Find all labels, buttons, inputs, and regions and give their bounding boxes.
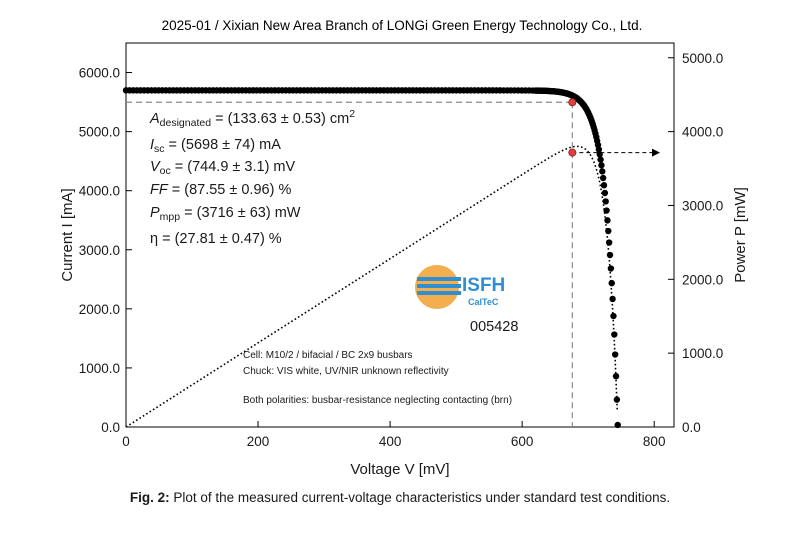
iv-point — [598, 162, 605, 169]
parameter-row: η = (27.81 ± 0.47) % — [150, 231, 282, 247]
caption-label: Fig. 2: — [129, 490, 170, 505]
x-tick-label: 0 — [122, 434, 130, 449]
y-tick-label: 0.0 — [101, 420, 120, 435]
iv-point — [597, 156, 604, 163]
iv-point — [605, 239, 613, 246]
parameter-superscript: 2 — [349, 108, 355, 120]
iv-point — [607, 265, 615, 272]
y-tick-label: 2000.0 — [79, 302, 120, 317]
x-axis-label: Voltage V [mV] — [350, 461, 449, 478]
iv-point — [605, 227, 612, 235]
note-line: Cell: M10/2 / bifacial / BC 2x9 busbars — [243, 350, 413, 361]
parameter-value: = (744.9 ± 3.1) mV — [171, 159, 296, 175]
parameter-value: = (3716 ± 63) mW — [180, 205, 301, 221]
logo-text: ISFH — [462, 275, 505, 296]
logo-subtext: CalTeC — [468, 297, 499, 307]
y-tick-label: 3000.0 — [79, 243, 120, 258]
plot-frame — [125, 42, 675, 428]
parameter-symbol: V — [150, 159, 161, 175]
x-tick-label: 400 — [379, 434, 402, 449]
mpp-current-marker — [568, 98, 577, 107]
parameter-symbol: η — [150, 231, 158, 247]
y2-axis-label: Power P [mW] — [732, 187, 749, 283]
parameter-row: FF = (87.55 ± 0.96) % — [150, 182, 291, 198]
iv-point — [614, 421, 621, 429]
parameter-row: Adesignated = (133.63 ± 0.53) cm2 — [149, 108, 355, 129]
y2-tick-label: 1000.0 — [682, 346, 723, 361]
power-axis-arrow — [652, 148, 660, 157]
caption-text: Plot of the measured current-voltage cha… — [173, 490, 671, 505]
iv-point — [596, 151, 603, 158]
parameter-row: Pmpp = (3716 ± 63) mW — [150, 205, 301, 223]
chart-title: 2025-01 / Xixian New Area Branch of LONG… — [162, 18, 643, 33]
y-tick-label: 6000.0 — [79, 66, 120, 81]
y2-tick-label: 4000.0 — [682, 125, 723, 140]
iv-point — [612, 372, 620, 380]
parameter-block: Adesignated = (133.63 ± 0.53) cm2 Isc = (… — [149, 108, 355, 247]
x-tick-label: 200 — [247, 434, 270, 449]
serial-number: 005428 — [470, 319, 518, 335]
parameter-value: = (133.63 ± 0.53) cm — [211, 111, 349, 127]
parameter-row: Voc = (744.9 ± 3.1) mV — [150, 159, 296, 177]
iv-point — [600, 182, 608, 189]
iv-point — [611, 351, 619, 358]
parameter-symbol: P — [150, 205, 160, 221]
iv-point — [608, 279, 615, 287]
parameter-subscript: oc — [160, 165, 171, 177]
iv-point — [603, 207, 610, 214]
parameter-symbol: A — [149, 111, 160, 127]
figure-caption: Fig. 2: Plot of the measured current-vol… — [0, 490, 800, 505]
iv-point — [599, 174, 607, 182]
logo-stripe-1 — [417, 277, 461, 281]
parameter-symbol: FF — [150, 182, 169, 198]
parameter-subscript: designated — [160, 117, 212, 129]
iv-point — [595, 146, 603, 153]
note-line: Both polarities: busbar-resistance negle… — [243, 395, 512, 406]
note-line: Chuck: VIS white, UV/NIR unknown reflect… — [243, 366, 449, 377]
y2-tick-label: 5000.0 — [682, 51, 723, 66]
iv-point — [602, 198, 609, 205]
iv-point — [611, 331, 618, 338]
iv-point — [609, 295, 616, 303]
parameter-value: = (87.55 ± 0.96) % — [168, 182, 292, 198]
logo-stripe-3 — [417, 291, 461, 295]
parameter-subscript: mpp — [160, 211, 181, 223]
iv-point — [601, 189, 609, 197]
parameter-symbol: I — [150, 137, 154, 153]
x-tick-label: 800 — [643, 434, 666, 449]
y2-tick-label: 3000.0 — [682, 198, 723, 213]
parameter-value: = (27.81 ± 0.47) % — [158, 231, 282, 247]
y2-tick-label: 0.0 — [682, 420, 701, 435]
iv-point — [599, 168, 606, 175]
parameter-subscript: sc — [154, 143, 165, 155]
y-axis-label: Current I [mA] — [59, 188, 76, 281]
iv-point — [604, 217, 611, 224]
parameter-value: = (5698 ± 74) mA — [165, 137, 282, 153]
power-curve — [125, 145, 619, 428]
mpp-power-marker — [568, 148, 577, 157]
iv-point — [613, 396, 621, 403]
logo-stripe-2 — [417, 284, 461, 288]
iv-point — [610, 312, 617, 320]
y-tick-label: 4000.0 — [79, 184, 120, 199]
y2-tick-label: 2000.0 — [682, 272, 723, 287]
y-tick-label: 1000.0 — [79, 361, 120, 376]
measurement-notes: Cell: M10/2 / bifacial / BC 2x9 busbars C… — [243, 350, 512, 406]
iv-point — [606, 251, 614, 259]
parameter-row: Isc = (5698 ± 74) mA — [150, 137, 281, 155]
isfh-logo: ISFH CalTeC 005428 — [415, 265, 518, 335]
x-tick-label: 600 — [511, 434, 534, 449]
y-tick-label: 5000.0 — [79, 125, 120, 140]
